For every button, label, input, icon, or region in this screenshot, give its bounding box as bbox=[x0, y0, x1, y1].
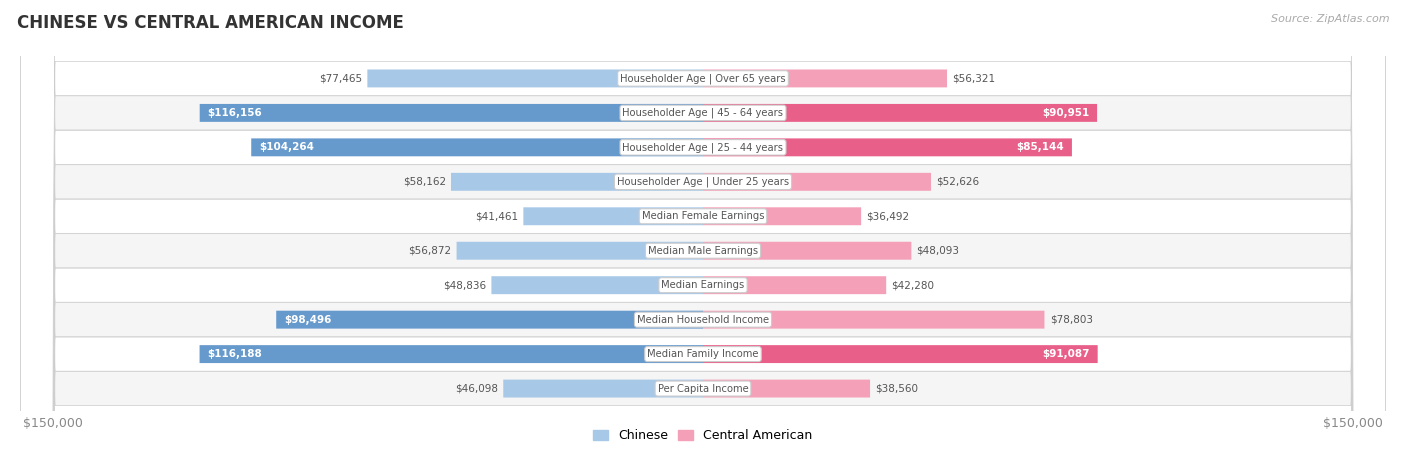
FancyBboxPatch shape bbox=[703, 345, 1098, 363]
FancyBboxPatch shape bbox=[703, 207, 860, 225]
FancyBboxPatch shape bbox=[503, 380, 703, 397]
Text: Median Household Income: Median Household Income bbox=[637, 315, 769, 325]
FancyBboxPatch shape bbox=[21, 0, 1385, 467]
FancyBboxPatch shape bbox=[252, 138, 703, 156]
Text: $77,465: $77,465 bbox=[319, 73, 363, 84]
Text: $48,093: $48,093 bbox=[917, 246, 959, 256]
FancyBboxPatch shape bbox=[703, 311, 1045, 329]
FancyBboxPatch shape bbox=[491, 276, 703, 294]
FancyBboxPatch shape bbox=[200, 104, 703, 122]
FancyBboxPatch shape bbox=[451, 173, 703, 191]
Text: $42,280: $42,280 bbox=[891, 280, 935, 290]
Text: $46,098: $46,098 bbox=[456, 383, 498, 394]
Legend: Chinese, Central American: Chinese, Central American bbox=[588, 425, 818, 447]
FancyBboxPatch shape bbox=[21, 0, 1385, 467]
Text: $104,264: $104,264 bbox=[259, 142, 314, 152]
FancyBboxPatch shape bbox=[703, 380, 870, 397]
Text: Median Earnings: Median Earnings bbox=[661, 280, 745, 290]
Text: $91,087: $91,087 bbox=[1042, 349, 1090, 359]
Text: Householder Age | 25 - 44 years: Householder Age | 25 - 44 years bbox=[623, 142, 783, 153]
Text: CHINESE VS CENTRAL AMERICAN INCOME: CHINESE VS CENTRAL AMERICAN INCOME bbox=[17, 14, 404, 32]
Text: Householder Age | Under 25 years: Householder Age | Under 25 years bbox=[617, 177, 789, 187]
FancyBboxPatch shape bbox=[21, 0, 1385, 467]
Text: $116,156: $116,156 bbox=[208, 108, 263, 118]
Text: $41,461: $41,461 bbox=[475, 211, 519, 221]
Text: $78,803: $78,803 bbox=[1050, 315, 1092, 325]
FancyBboxPatch shape bbox=[21, 0, 1385, 467]
FancyBboxPatch shape bbox=[21, 0, 1385, 467]
FancyBboxPatch shape bbox=[21, 0, 1385, 467]
Text: Householder Age | Over 65 years: Householder Age | Over 65 years bbox=[620, 73, 786, 84]
Text: Median Female Earnings: Median Female Earnings bbox=[641, 211, 765, 221]
FancyBboxPatch shape bbox=[21, 0, 1385, 467]
Text: $85,144: $85,144 bbox=[1017, 142, 1064, 152]
FancyBboxPatch shape bbox=[523, 207, 703, 225]
Text: $56,872: $56,872 bbox=[408, 246, 451, 256]
Text: $38,560: $38,560 bbox=[876, 383, 918, 394]
Text: $116,188: $116,188 bbox=[207, 349, 262, 359]
Text: $36,492: $36,492 bbox=[866, 211, 910, 221]
FancyBboxPatch shape bbox=[457, 242, 703, 260]
Text: Source: ZipAtlas.com: Source: ZipAtlas.com bbox=[1271, 14, 1389, 24]
Text: $56,321: $56,321 bbox=[952, 73, 995, 84]
Text: Per Capita Income: Per Capita Income bbox=[658, 383, 748, 394]
FancyBboxPatch shape bbox=[703, 276, 886, 294]
Text: $52,626: $52,626 bbox=[936, 177, 980, 187]
Text: Householder Age | 45 - 64 years: Householder Age | 45 - 64 years bbox=[623, 108, 783, 118]
FancyBboxPatch shape bbox=[703, 104, 1097, 122]
FancyBboxPatch shape bbox=[703, 173, 931, 191]
FancyBboxPatch shape bbox=[703, 242, 911, 260]
Text: $58,162: $58,162 bbox=[402, 177, 446, 187]
Text: $48,836: $48,836 bbox=[443, 280, 486, 290]
FancyBboxPatch shape bbox=[276, 311, 703, 329]
FancyBboxPatch shape bbox=[367, 70, 703, 87]
Text: Median Male Earnings: Median Male Earnings bbox=[648, 246, 758, 256]
FancyBboxPatch shape bbox=[21, 0, 1385, 467]
FancyBboxPatch shape bbox=[703, 138, 1071, 156]
FancyBboxPatch shape bbox=[200, 345, 703, 363]
Text: $90,951: $90,951 bbox=[1042, 108, 1090, 118]
FancyBboxPatch shape bbox=[21, 0, 1385, 467]
FancyBboxPatch shape bbox=[21, 0, 1385, 467]
FancyBboxPatch shape bbox=[703, 70, 948, 87]
Text: $98,496: $98,496 bbox=[284, 315, 332, 325]
Text: Median Family Income: Median Family Income bbox=[647, 349, 759, 359]
